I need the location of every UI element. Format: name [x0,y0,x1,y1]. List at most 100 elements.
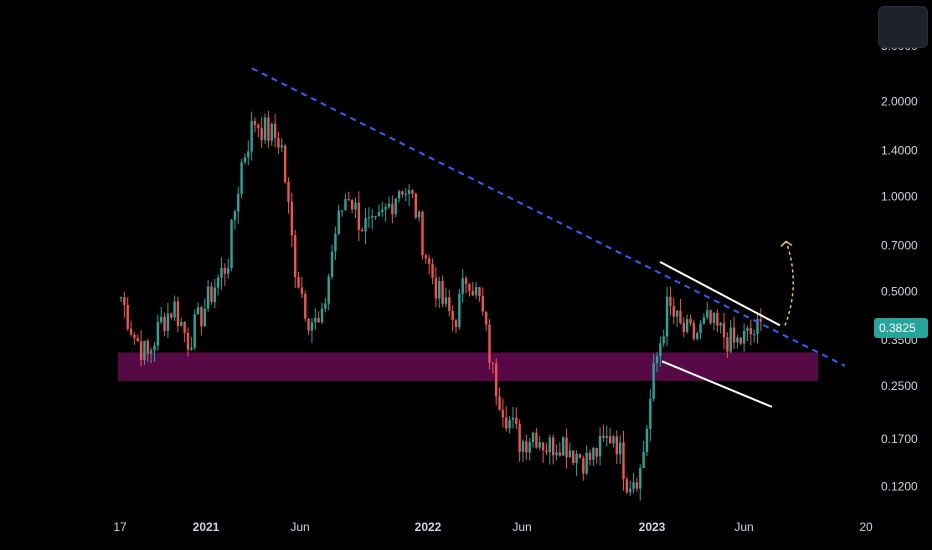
x-tick-label: Jun [512,520,531,534]
candle-body [454,320,458,328]
candle-body [632,482,635,489]
candle-body [682,322,685,332]
candle-body [521,441,525,452]
candle-body [297,276,300,288]
y-tick-label: 0.1200 [881,480,918,494]
x-tick-label: 20 [859,520,873,534]
candle-body [481,296,484,312]
candle-body [434,277,438,299]
candle-body [712,313,716,324]
candle-body [401,191,404,195]
candle-body [444,297,448,304]
y-tick-label: 1.0000 [881,189,918,203]
x-tick-label: Jun [290,520,309,534]
candle-body [196,307,200,315]
candle-body [578,453,582,459]
candle-body [665,296,669,337]
breakout-arrow [784,241,794,326]
candle-body [478,287,481,297]
candle-body [364,218,367,232]
candle-body [200,307,203,327]
candle-body [709,310,712,324]
candle-body [143,340,146,361]
candle-body [173,301,176,318]
candle-body [458,293,461,328]
candle-body [136,338,139,342]
candle-body [726,337,729,352]
candle-body [625,479,629,493]
candle-body [381,209,384,213]
channel-upper-line [659,261,781,327]
candle-body [139,341,143,361]
candle-body [377,212,381,216]
candle-body [340,210,344,212]
candle-body [330,251,334,277]
candle-body [146,340,149,354]
candle-body [203,308,206,327]
last-price-label: 0.3825 [879,321,916,335]
candle-body [361,229,364,232]
y-tick-label: 0.2500 [881,379,918,393]
candle-body [431,263,434,278]
chart-settings-button[interactable] [878,6,928,48]
candle-body [223,267,227,274]
candle-body [119,297,123,299]
candle-body [451,311,454,321]
y-tick-label: 0.5000 [881,284,918,298]
candle-body [565,437,568,458]
candle-body [575,453,578,464]
candle-body [216,277,220,288]
candle-body [739,337,742,344]
candle-body [334,233,337,252]
candle-body [186,332,190,350]
y-axis[interactable]: 3.00002.00001.40001.00000.70000.50000.35… [881,39,918,494]
candle-body [642,452,645,469]
candle-body [347,199,350,201]
candle-body [387,203,391,208]
candle-body [448,297,451,312]
candle-body [588,452,592,460]
candle-body [572,450,575,464]
candle-body [525,441,528,453]
candle-body [337,210,340,234]
candle-body [746,328,749,331]
candle-body [716,313,719,326]
candle-body [240,162,243,194]
candle-body [491,362,495,364]
candle-body [166,313,170,331]
candle-body [391,203,394,215]
candle-body [404,193,407,195]
candle-body [618,442,622,455]
candle-body [253,121,257,126]
candle-body [659,343,662,357]
candle-body [206,286,210,309]
candle-body [290,201,294,236]
candle-body [160,316,163,322]
candle-body [508,419,511,429]
candle-body [528,442,531,453]
candle-body [696,333,699,339]
candle-body [551,437,555,456]
candle-body [535,432,538,448]
candle-body [237,193,240,212]
candle-body [461,278,464,294]
candle-body [531,432,535,443]
candle-body [595,447,598,457]
candle-body [233,211,237,220]
candle-body [190,347,193,350]
candle-body [287,181,290,202]
x-tick-label: 2022 [415,520,442,534]
candle-body [277,137,280,148]
candle-body [170,313,173,318]
candle-body [263,117,267,140]
x-axis[interactable]: 17 2021 Jun 2022 Jun 2023 Jun 20 [113,520,873,534]
candle-body [468,284,471,291]
candle-body [300,287,304,294]
candle-body [548,437,551,453]
candle-body [558,452,562,456]
y-tick-label: 1.4000 [881,143,918,157]
candle-body [474,287,478,296]
candle-body [675,310,679,317]
candle-body [438,281,441,299]
